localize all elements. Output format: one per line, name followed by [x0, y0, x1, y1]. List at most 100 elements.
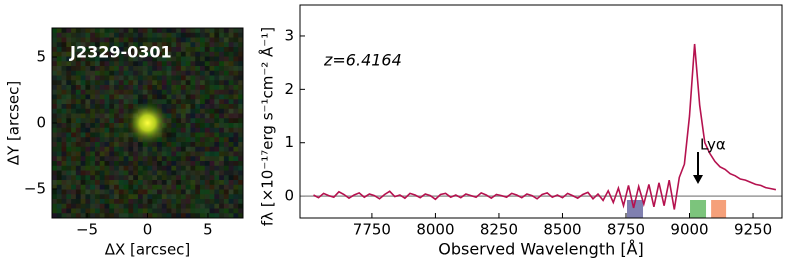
pixel	[200, 99, 206, 105]
pixel	[114, 213, 120, 219]
pixel	[94, 161, 101, 167]
pixel	[238, 99, 244, 105]
pixel	[190, 208, 196, 214]
pixel	[66, 99, 72, 105]
pixel	[137, 66, 144, 72]
pixel	[204, 142, 211, 148]
pixel	[166, 99, 172, 105]
pixel	[133, 61, 139, 67]
pixel	[171, 156, 177, 162]
pixel	[161, 208, 168, 214]
pixel	[90, 132, 96, 138]
pixel	[94, 66, 101, 72]
pixel	[94, 156, 101, 162]
pixel	[157, 99, 163, 105]
pixel	[90, 127, 96, 133]
pixel	[161, 61, 168, 67]
pixel	[190, 56, 196, 62]
pixel	[90, 113, 96, 119]
x-axis-label: Observed Wavelength [Å]	[438, 240, 644, 259]
x-tick-label: 8500	[543, 221, 581, 239]
pixel	[128, 99, 134, 105]
pixel	[176, 180, 182, 186]
pixel	[142, 184, 148, 190]
pixel	[152, 99, 158, 105]
pixel	[233, 156, 239, 162]
pixel	[52, 47, 58, 53]
pixel	[190, 142, 196, 148]
pixel	[233, 104, 239, 110]
pixel	[147, 146, 153, 152]
pixel	[61, 213, 67, 219]
pixel	[90, 66, 96, 72]
pixel	[66, 32, 72, 38]
pixel	[171, 137, 177, 143]
pixel	[104, 175, 110, 181]
pixel	[56, 99, 63, 105]
pixel	[137, 199, 144, 205]
pixel	[56, 94, 63, 100]
pixel	[104, 85, 110, 91]
pixel	[71, 80, 77, 86]
pixel	[61, 94, 67, 100]
pixel	[104, 208, 110, 214]
pixel	[56, 175, 63, 181]
pixel	[209, 189, 215, 195]
pixel	[66, 85, 72, 91]
pixel	[104, 123, 110, 129]
pixel	[209, 89, 215, 95]
pixel	[109, 184, 115, 190]
pixel	[180, 170, 187, 176]
pixel	[195, 203, 201, 209]
pixel	[171, 170, 177, 176]
pixel	[109, 127, 115, 133]
pixel	[161, 42, 168, 48]
pixel	[180, 85, 187, 91]
pixel	[128, 170, 134, 176]
pixel	[52, 118, 58, 124]
pixel	[228, 194, 234, 200]
pixel	[94, 137, 101, 143]
pixel	[157, 194, 163, 200]
pixel	[185, 56, 191, 62]
pixel	[123, 213, 129, 219]
pixel	[204, 203, 211, 209]
pixel	[166, 208, 172, 214]
pixel	[204, 137, 211, 143]
pixel	[90, 184, 96, 190]
pixel	[238, 132, 244, 138]
pixel	[171, 208, 177, 214]
pixel	[180, 161, 187, 167]
pixel	[56, 32, 63, 38]
pixel	[185, 165, 191, 171]
pixel	[214, 137, 220, 143]
pixel	[238, 85, 244, 91]
pixel	[94, 85, 101, 91]
pixel	[228, 85, 234, 91]
pixel	[219, 189, 225, 195]
pixel	[185, 99, 191, 105]
pixel	[219, 184, 225, 190]
pixel	[94, 94, 101, 100]
pixel	[85, 118, 91, 124]
pixel	[80, 99, 86, 105]
pixel	[109, 99, 115, 105]
pixel	[190, 194, 196, 200]
pixel	[185, 170, 191, 176]
pixel	[233, 89, 239, 95]
pixel	[123, 61, 129, 67]
pixel	[123, 85, 129, 91]
pixel	[85, 113, 91, 119]
pixel	[61, 85, 67, 91]
pixel	[152, 37, 158, 43]
pixel	[80, 142, 86, 148]
pixel	[52, 51, 58, 57]
pixel	[71, 137, 77, 143]
pixel	[171, 75, 177, 81]
pixel	[118, 142, 125, 148]
pixel	[80, 66, 86, 72]
pixel	[171, 146, 177, 152]
pixel	[161, 47, 168, 53]
pixel	[200, 127, 206, 133]
pixel	[52, 170, 58, 176]
